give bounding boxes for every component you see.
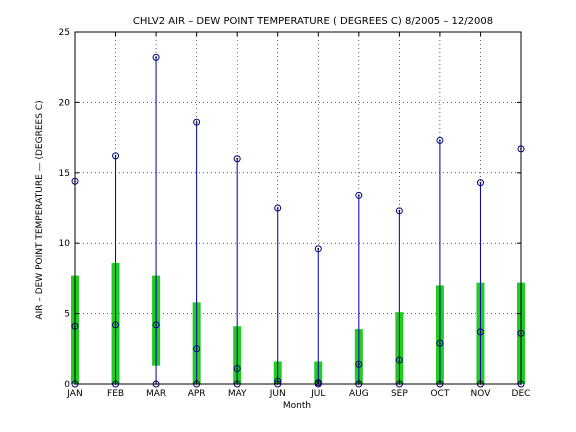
x-tick-label: JUN (269, 389, 286, 399)
y-tick-label: 0 (64, 380, 70, 390)
grid (75, 32, 521, 384)
max-marker-dot (398, 209, 401, 212)
median-marker-dot (439, 342, 441, 345)
y-tick-label: 5 (64, 310, 70, 320)
max-marker (274, 204, 282, 212)
x-tick-label: SEP (391, 389, 408, 399)
chart-title: CHLV2 AIR – DEW POINT TEMPERATURE ( DEGR… (133, 16, 493, 27)
x-tick-label: FEB (107, 389, 124, 399)
max-marker (476, 179, 484, 187)
max-marker (314, 245, 322, 253)
y-tick-label: 15 (59, 169, 70, 179)
max-marker-dot (236, 157, 239, 160)
median-marker (193, 345, 201, 353)
x-tick-label: AUG (349, 389, 369, 399)
x-tick-label: JAN (66, 389, 82, 399)
x-axis-label: Month (283, 401, 311, 411)
x-axis-ticks: JAN FEB MAR APR MAY JUN JUL AUG SEP OCT NOV DEC (66, 32, 530, 399)
max-marker (395, 207, 403, 215)
median-marker-dot (357, 363, 360, 366)
x-tick-label: JUL (310, 389, 325, 399)
max-marker-dot (155, 56, 157, 59)
median-marker (395, 356, 403, 364)
y-tick-label: 10 (59, 239, 71, 249)
median-marker (233, 365, 241, 373)
y-tick-label: 20 (59, 98, 71, 108)
median-marker-dot (155, 323, 157, 326)
median-marker-dot (479, 331, 482, 333)
median-marker (436, 339, 444, 347)
max-marker-dot (317, 247, 320, 250)
plot-frame (74, 31, 522, 385)
median-marker-dot (195, 347, 198, 350)
max-marker (193, 118, 201, 126)
max-marker (152, 53, 160, 61)
median-marker (476, 328, 484, 336)
max-marker-dot (439, 139, 441, 142)
median-marker (355, 360, 363, 368)
y-axis-label: AIR – DEW POINT TEMPERATURE — (DEGREES C… (35, 100, 45, 319)
max-marker-dot (479, 181, 482, 184)
max-marker (355, 191, 363, 199)
median-marker-dot (114, 323, 117, 326)
x-tick-label: NOV (471, 389, 492, 399)
x-tick-label: MAR (146, 389, 166, 399)
x-tick-label: MAY (228, 389, 247, 399)
max-marker (112, 152, 120, 160)
max-marker-dot (276, 207, 279, 209)
y-axis-ticks: 0 5 10 15 20 25 (59, 28, 521, 390)
plot-area (71, 53, 525, 388)
max-marker-dot (195, 121, 198, 124)
x-tick-label: OCT (430, 389, 449, 399)
median-marker (112, 321, 120, 329)
max-marker (233, 155, 241, 163)
x-tick-label: DEC (512, 389, 531, 399)
max-marker-dot (114, 155, 117, 157)
median-marker-dot (398, 359, 401, 361)
median-marker-dot (236, 367, 239, 370)
y-tick-label: 25 (59, 28, 70, 38)
max-marker-dot (357, 194, 360, 197)
x-tick-label: APR (188, 389, 206, 399)
max-marker (436, 136, 444, 144)
median-marker (152, 321, 160, 329)
